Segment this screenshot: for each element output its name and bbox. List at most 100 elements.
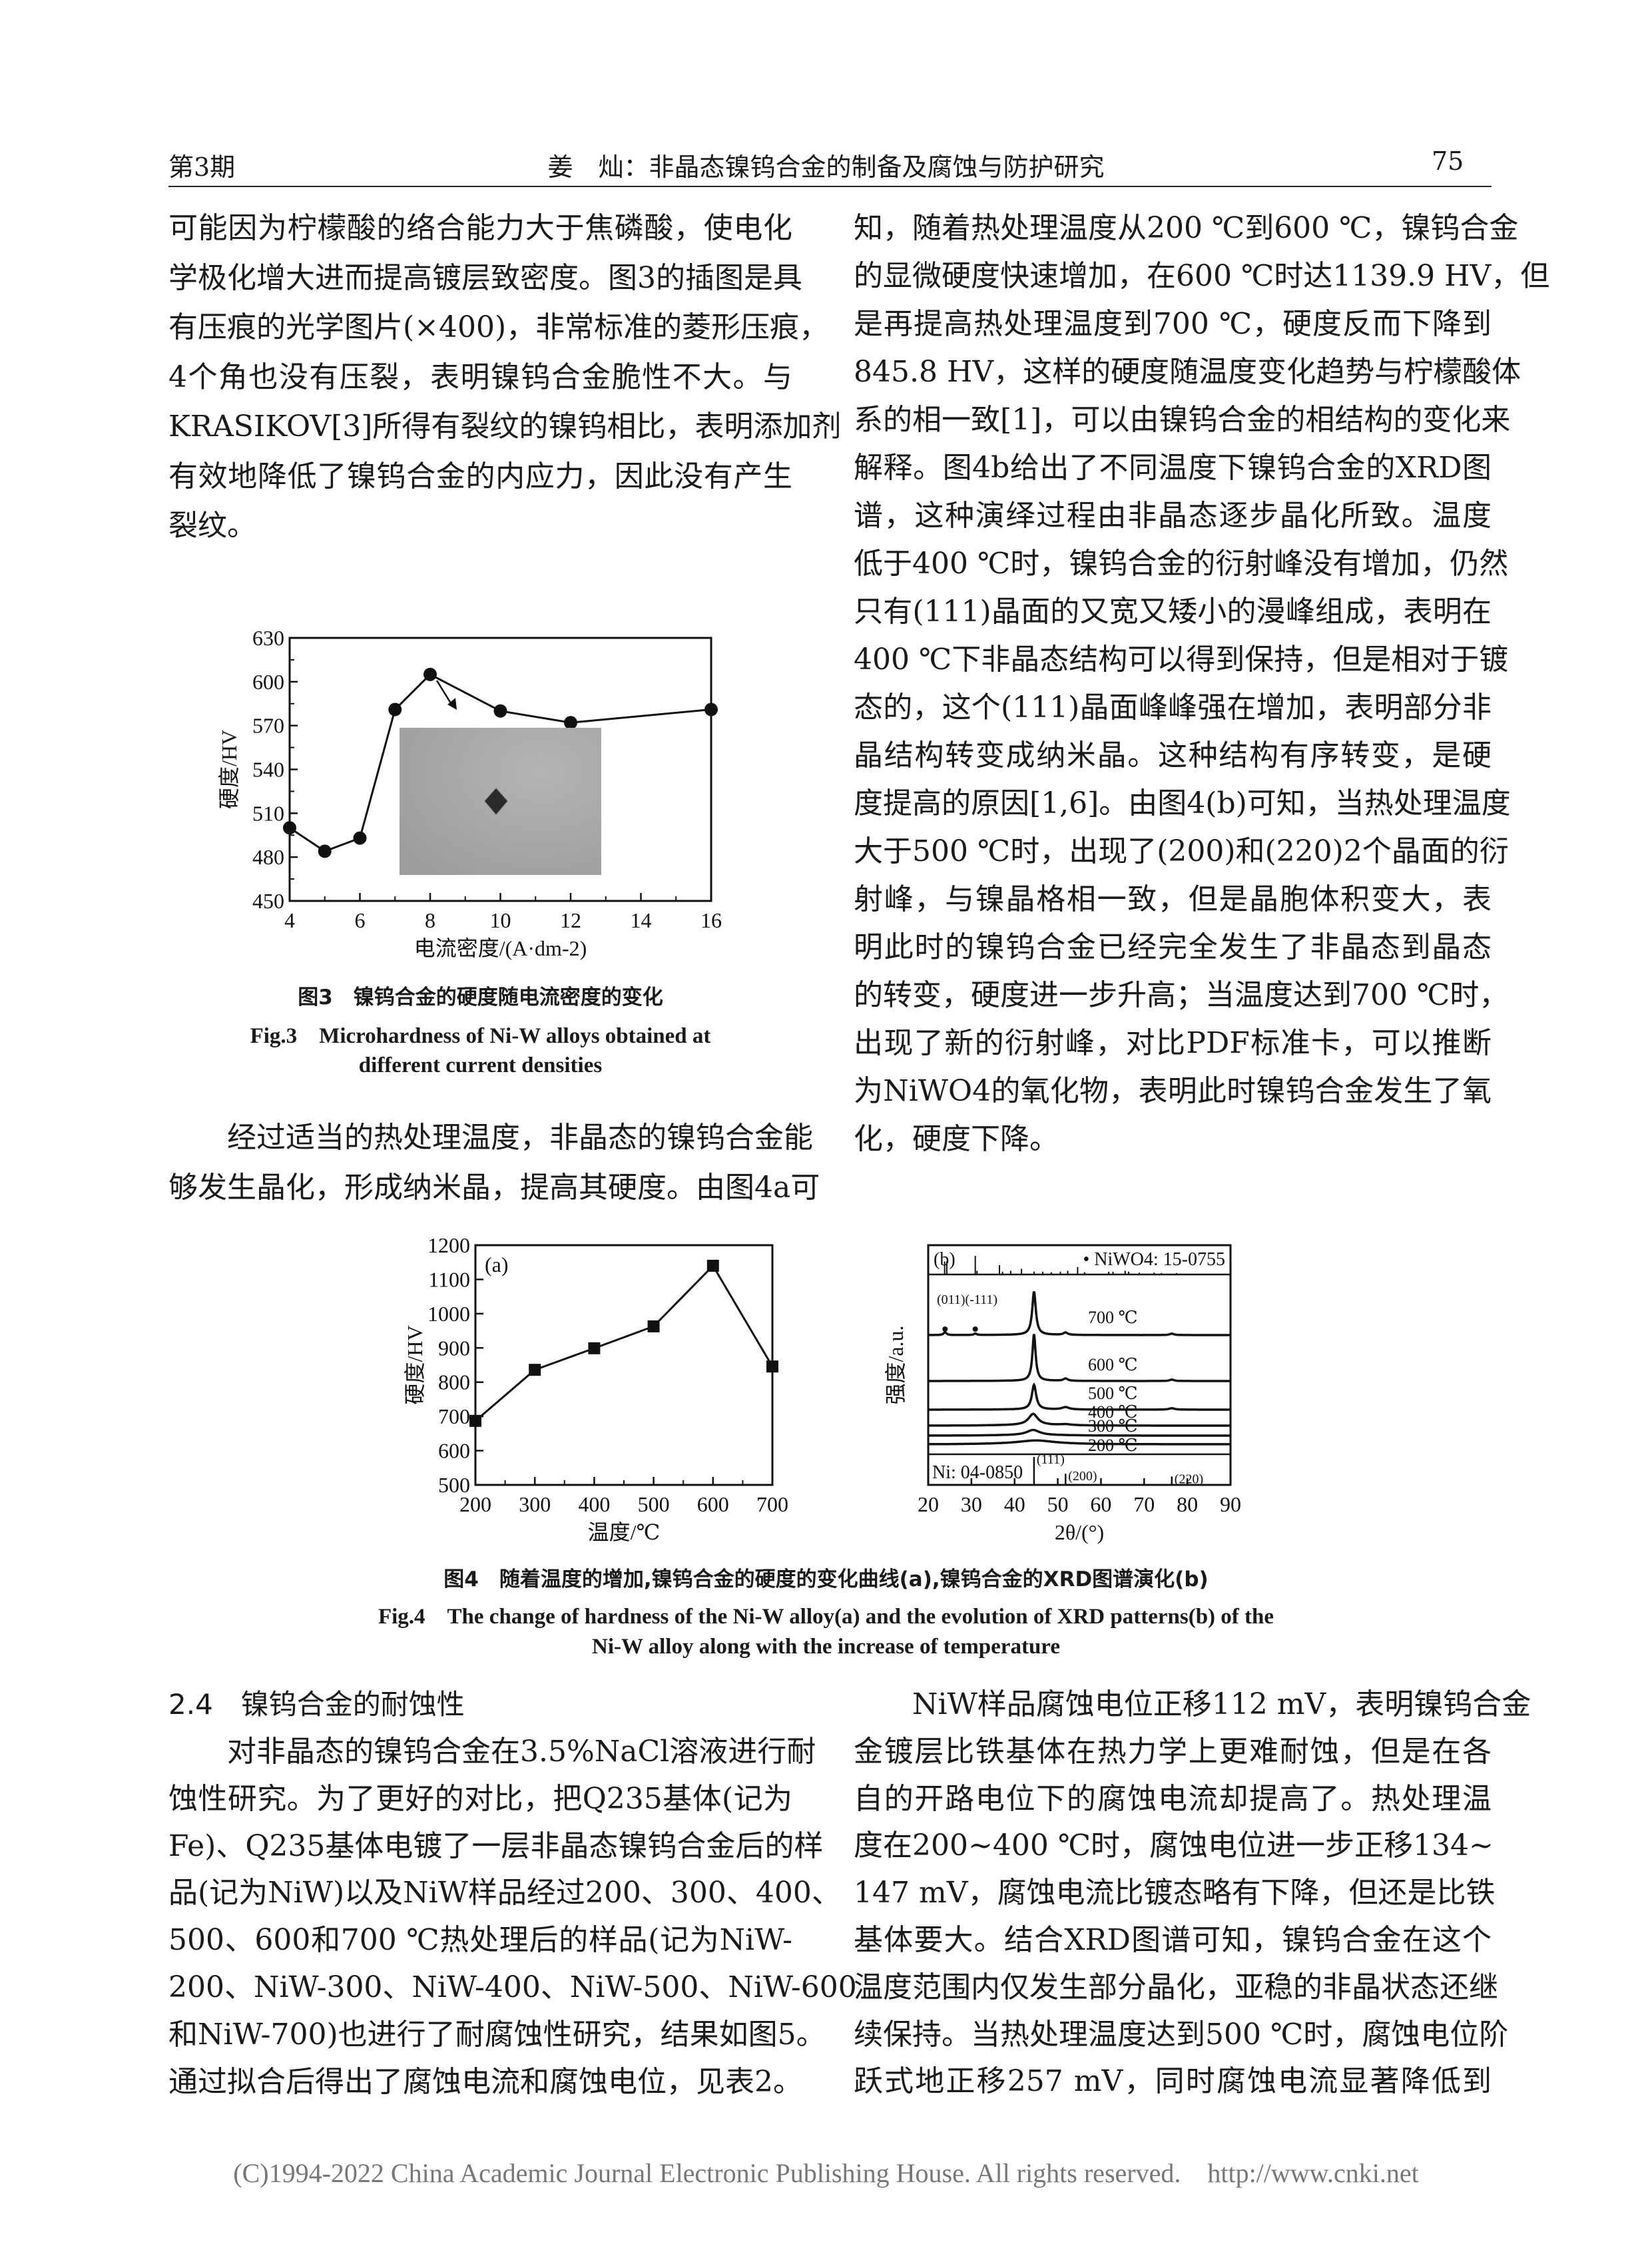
fig3-data-point	[493, 704, 507, 718]
fig3-caption-en: Fig.3 Microhardness of Ni-W alloys obtai…	[250, 1024, 711, 1048]
fig4a-y-tick-label: 500	[438, 1473, 470, 1497]
fig4b-x-axis-label: 2θ/(°)	[1055, 1520, 1104, 1544]
fig3-data-point	[318, 844, 332, 858]
fig4a-frame	[474, 1244, 774, 1486]
xrd-curve-label: 700 ℃	[1088, 1308, 1138, 1327]
fig3-y-tick-label: 630	[252, 626, 284, 650]
fig3-data-point	[704, 702, 718, 716]
fig4b-x-tick-label: 90	[1220, 1492, 1241, 1516]
left-column-top-text: 可能因为柠檬酸的络合能力大于焦磷酸，使电化 学极化增大进而提高镀层致密度。图3的插…	[168, 204, 842, 551]
fig4a-data-point	[766, 1360, 778, 1373]
fig3-data-point	[564, 716, 577, 730]
xrd-curve-500	[928, 1382, 1231, 1411]
niwo4-peak-indices: (011)(-111)	[937, 1292, 997, 1307]
text-line: 500、600和700 ℃热处理后的样品(记为NiW-	[168, 1923, 792, 1958]
fig3-y-axis-label: 硬度/HV	[217, 730, 241, 809]
fig4a-data-point	[588, 1342, 601, 1354]
header-rule	[168, 186, 1492, 187]
text-line: 学极化增大进而提高镀层致密度。图3的插图是具	[168, 260, 802, 295]
fig4a-series-line	[475, 1264, 774, 1422]
fig3-inset-arrowhead	[447, 698, 457, 710]
text-line: 为NiWO4的氧化物，表明此时镍钨合金发生了氧	[854, 1074, 1492, 1108]
text-line: 有效地降低了镍钨合金的内应力，因此没有产生	[168, 459, 792, 493]
fig4a-y-axis-label: 硬度/HV	[403, 1325, 427, 1404]
page-number: 75	[1432, 146, 1464, 176]
footer-copyright: (C)1994-2022 China Academic Journal Elec…	[233, 2158, 1181, 2188]
text-line: 是再提高热处理温度到700 ℃，硬度反而下降到	[854, 307, 1492, 341]
fig4a-x-tick-label: 400	[578, 1492, 610, 1516]
text-line: 通过拟合后得出了腐蚀电流和腐蚀电位，见表2。	[168, 2064, 802, 2099]
text-line: 态的，这个(111)晶面峰峰强在增加，表明部分非	[854, 691, 1492, 724]
fig4a-data-point	[647, 1320, 660, 1332]
xrd-curve-600	[928, 1334, 1231, 1382]
fig4a-x-tick-label: 500	[638, 1492, 670, 1516]
xrd-curve-label: 200 ℃	[1088, 1436, 1138, 1455]
xrd-curve-label: 400 ℃	[1088, 1402, 1138, 1422]
fig3-y-tick-label: 450	[252, 889, 284, 913]
fig4-caption-cn: 图4 随着温度的增加,镍钨合金的硬度的变化曲线(a),镍钨合金的XRD图谱演化(…	[443, 1567, 1209, 1591]
fig3-x-tick-label: 8	[425, 908, 435, 932]
fig3-x-tick-label: 10	[490, 908, 511, 932]
fig3-y-tick-label: 570	[252, 714, 284, 738]
fig4b-x-tick-label: 50	[1047, 1492, 1069, 1516]
footer: (C)1994-2022 China Academic Journal Elec…	[0, 2157, 1652, 2189]
ni-reference-stick-label: (220)	[1175, 1472, 1203, 1486]
niwo4-peak-marker	[972, 1326, 978, 1332]
left-column-bottom-text: 对非晶态的镍钨合金在3.5%NaCl溶液进行耐蚀性研究。为了更好的对比，把Q23…	[168, 1729, 857, 2105]
fig3-caption-en-2: different current densities	[358, 1053, 603, 1077]
fig4a-data-point	[469, 1414, 481, 1427]
fig3-x-tick-label: 6	[355, 908, 366, 932]
text-line: 度在200~400 ℃时，腐蚀电位进一步正移134~	[854, 1828, 1494, 1863]
xrd-curve-label: 600 ℃	[1088, 1355, 1138, 1374]
text-line: 晶结构转变成纳米晶。这种结构有序转变，是硬	[854, 738, 1492, 772]
fig3-y-tick-label: 540	[252, 758, 284, 782]
fig4b-x-tick-label: 20	[918, 1492, 939, 1516]
text-line: 够发生晶化，形成纳米晶，提高其硬度。由图4a可	[168, 1170, 820, 1205]
fig4b-frame	[927, 1244, 1232, 1486]
fig3-data-point	[388, 702, 402, 716]
text-line: 有压痕的光学图片(×400)，非常标准的菱形压痕，	[168, 310, 829, 344]
text-line: 只有(111)晶面的又宽又矮小的漫峰组成，表明在	[854, 595, 1492, 629]
text-line: Fe)、Q235基体电镀了一层非晶态镍钨合金后的样	[168, 1828, 824, 1863]
text-line: 蚀性研究。为了更好的对比，把Q235基体(记为	[168, 1781, 792, 1816]
fig3-x-axis-label: 电流密度/(A·dm-2)	[414, 936, 587, 960]
issue-number: 第3期	[168, 152, 236, 182]
fig4a-y-tick-label: 900	[438, 1336, 470, 1360]
ni-reference-stick-label: (111)	[1037, 1452, 1065, 1467]
text-line: 化，硬度下降。	[854, 1122, 1059, 1156]
ni-reference-stick-label: (200)	[1068, 1469, 1097, 1484]
xrd-curve-label: 500 ℃	[1088, 1384, 1138, 1403]
fig4b-x-tick-label: 30	[961, 1492, 982, 1516]
fig3-x-tick-label: 4	[284, 908, 295, 932]
fig4b-y-axis-label: 强度/a.u.	[884, 1325, 908, 1404]
text-line: 的转变，硬度进一步升高；当温度达到700 ℃时，	[854, 978, 1509, 1012]
fig4a-y-tick-label: 700	[438, 1404, 470, 1428]
fig4b-ref-bottom-label: Ni: 04-0850	[932, 1462, 1023, 1483]
text-line: 射峰，与镍晶格相一致，但是晶胞体积变大，表	[854, 882, 1492, 916]
text-line: 明此时的镍钨合金已经完全发生了非晶态到晶态	[854, 930, 1492, 964]
right-column-text: 知，随着热处理温度从200 ℃到600 ℃，镍钨合金 的显微硬度快速增加，在600…	[854, 204, 1550, 1163]
fig4a-y-tick-label: 800	[438, 1370, 470, 1394]
xrd-curve-200	[928, 1439, 1231, 1446]
niwo4-peak-marker	[942, 1326, 948, 1332]
fig3-x-tick-label: 14	[631, 908, 652, 932]
text-line: 的显微硬度快速增加，在600 ℃时达1139.9 HV，但	[854, 259, 1550, 293]
fig3-caption-cn: 图3 镍钨合金的硬度随电流密度的变化	[298, 985, 663, 1009]
text-line: 续保持。当热处理温度达到500 ℃时，腐蚀电位阶	[854, 2017, 1509, 2052]
text-line: NiW样品腐蚀电位正移112 mV，表明镍钨合金	[912, 1687, 1531, 1721]
running-title: 姜 灿：非晶态镍钨合金的制备及腐蚀与防护研究	[547, 152, 1105, 182]
fig4a-x-tick-label: 200	[459, 1492, 491, 1516]
text-line: KRASIKOV[3]所得有裂纹的镍钨相比，表明添加剂	[168, 410, 842, 443]
footer-url[interactable]: http://www.cnki.net	[1207, 2158, 1419, 2188]
left-column-mid-text: 经过适当的热处理温度，非晶态的镍钨合金能 够发生晶化，形成纳米晶，提高其硬度。由图…	[168, 1113, 820, 1213]
text-line: 对非晶态的镍钨合金在3.5%NaCl溶液进行耐	[227, 1735, 816, 1769]
text-line: 跃式地正移257 mV，同时腐蚀电流显著降低到	[854, 2064, 1492, 2099]
fig3-data-point	[283, 821, 296, 835]
fig4a-y-tick-label: 1200	[427, 1233, 470, 1257]
fig4b-x-tick-label: 80	[1177, 1492, 1198, 1516]
fig4a-data-point	[706, 1259, 719, 1272]
text-line: 低于400 ℃时，镍钨合金的衍射峰没有增加，仍然	[854, 547, 1509, 581]
fig3-inset-arrow	[435, 680, 452, 704]
text-line: 度提高的原因[1,6]。由图4(b)可知，当热处理温度	[854, 786, 1511, 820]
